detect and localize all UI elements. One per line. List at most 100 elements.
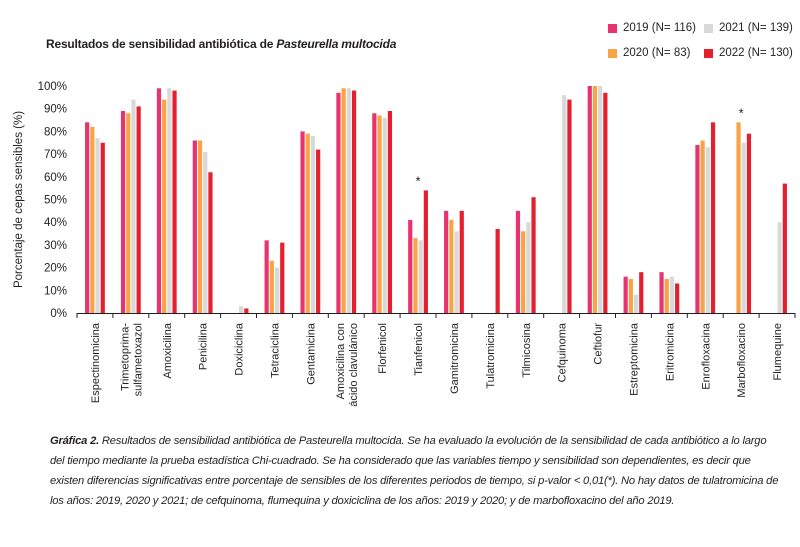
significance-annotation: *	[739, 105, 744, 120]
y-tick-label: 10%	[44, 285, 67, 297]
bar	[710, 122, 716, 313]
x-tick-label: Florfenicol	[377, 323, 389, 374]
bar	[531, 197, 536, 313]
y-tick-label: 20%	[44, 263, 67, 275]
y-tick-label: 40%	[44, 217, 67, 229]
bar	[300, 131, 305, 313]
bar	[208, 172, 213, 313]
bar	[515, 210, 521, 313]
bar	[192, 140, 197, 313]
bar	[156, 88, 162, 314]
bar	[305, 133, 310, 313]
legend-swatch-2022	[704, 48, 713, 58]
bar	[316, 149, 321, 313]
y-tick-label: 30%	[44, 240, 67, 252]
y-tick-label: 50%	[44, 195, 67, 207]
legend-label-2020: 2020 (N= 83)	[623, 47, 691, 59]
x-tick-label: Eritromicina	[664, 322, 676, 381]
y-tick-label: 80%	[44, 126, 67, 138]
x-tick-label: Enrofloxacina	[700, 322, 712, 390]
bar	[567, 99, 572, 314]
legend-swatch-2019	[608, 23, 617, 33]
legend-label-2021: 2021 (N= 139)	[719, 22, 793, 34]
bar	[633, 294, 639, 313]
bar	[387, 110, 393, 313]
x-tick-label: sulfametoxazol	[132, 323, 144, 396]
bar	[162, 99, 167, 314]
x-tick-label: Estreptomicina	[628, 322, 640, 396]
x-tick-label: Trimetoprima-	[119, 323, 131, 391]
y-tick-label: 100%	[38, 81, 67, 93]
y-tick-label: 70%	[44, 149, 67, 161]
x-tick-label: Ceftiofur	[593, 323, 605, 365]
y-tick-label: 60%	[44, 172, 67, 184]
bar	[736, 122, 741, 313]
bar	[603, 92, 608, 313]
bar	[274, 267, 280, 313]
chart-title-italic: Pasteurella multocida	[276, 37, 397, 51]
caption-label: Gráfica 2.	[50, 435, 99, 447]
bar	[562, 95, 567, 313]
x-tick-label: Tilmicosina	[521, 322, 533, 377]
bar	[675, 283, 680, 313]
bar	[131, 99, 136, 314]
bar	[777, 222, 782, 313]
bar	[372, 113, 377, 314]
bar	[526, 222, 531, 313]
bar	[746, 133, 752, 313]
legend-item-2020: 2020 (N= 83)	[608, 47, 690, 59]
bar	[120, 110, 126, 313]
bar	[100, 142, 105, 313]
legend-label-2022: 2022 (N= 130)	[719, 47, 793, 59]
legend-item-2019: 2019 (N= 116)	[608, 22, 696, 34]
bar	[423, 190, 428, 313]
x-tick-label: Amoxicilina con	[335, 323, 347, 399]
bar	[136, 106, 141, 314]
x-tick-label: Espectinomicina	[90, 322, 102, 403]
legend-item-2022: 2022 (N= 130)	[704, 47, 793, 59]
x-tick-label: Amoxicilina	[162, 322, 174, 379]
bar	[444, 210, 449, 313]
bar	[587, 86, 592, 313]
bar	[659, 272, 664, 313]
bar	[705, 147, 710, 313]
x-tick-label: ácido clavulánico	[348, 323, 360, 407]
x-tick-label: Tianfenicol	[413, 323, 425, 376]
x-tick-label: Penicilina	[198, 322, 210, 370]
legend-swatch-2020	[608, 48, 617, 58]
bar	[244, 308, 249, 313]
bar	[85, 122, 90, 313]
bar	[377, 115, 382, 313]
bar	[741, 142, 746, 313]
bar	[239, 306, 244, 313]
bar	[628, 278, 633, 313]
x-tick-label: Gentamicina	[305, 322, 317, 385]
bar	[197, 140, 203, 313]
x-tick-label: Gamitromicina	[449, 322, 461, 394]
x-tick-label: Tulatromicina	[485, 322, 497, 388]
bar	[623, 276, 628, 313]
bar	[167, 88, 172, 314]
bar	[341, 88, 346, 314]
bar	[592, 86, 598, 313]
legend-swatch-2021	[704, 23, 713, 33]
bar	[269, 260, 274, 313]
bar	[264, 240, 269, 313]
x-tick-label: Tetraciclina	[269, 322, 281, 378]
bar	[126, 113, 131, 314]
bar	[280, 242, 285, 313]
legend-item-2021: 2021 (N= 139)	[704, 22, 793, 34]
bar	[700, 140, 705, 313]
bar	[418, 240, 423, 313]
bar	[449, 219, 454, 313]
bar	[454, 231, 459, 313]
bar	[95, 138, 100, 313]
bar	[413, 238, 418, 313]
caption-text: Resultados de sensibilidad antibiótica d…	[50, 435, 779, 507]
y-tick-label: 90%	[44, 104, 67, 116]
x-tick-label: Flumequine	[772, 323, 784, 380]
significance-annotation: *	[416, 173, 421, 188]
bar	[336, 92, 341, 313]
bar	[351, 90, 357, 313]
bar	[90, 126, 95, 313]
